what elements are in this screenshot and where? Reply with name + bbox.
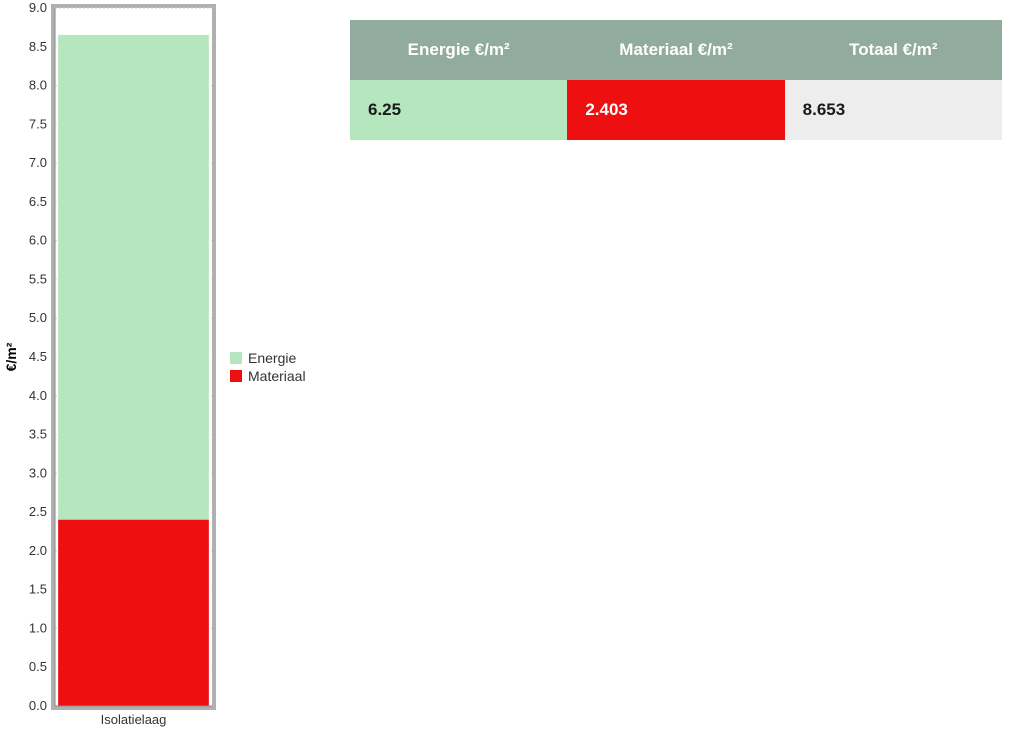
cell-totaal: 8.653 (785, 80, 1002, 140)
svg-text:9.0: 9.0 (29, 0, 47, 15)
chart-legend: Energie Materiaal (220, 0, 350, 736)
legend-swatch-energie (230, 352, 242, 364)
cell-materiaal: 2.403 (567, 80, 784, 140)
svg-text:7.0: 7.0 (29, 155, 47, 170)
table-row: 6.25 2.403 8.653 (350, 80, 1002, 140)
cost-table: Energie €/m² Materiaal €/m² Totaal €/m² … (350, 0, 1012, 736)
svg-text:1.5: 1.5 (29, 582, 47, 597)
svg-text:Isolatielaag: Isolatielaag (101, 712, 167, 727)
svg-text:6.5: 6.5 (29, 194, 47, 209)
svg-text:0.0: 0.0 (29, 698, 47, 713)
legend-label: Energie (248, 350, 296, 366)
svg-text:5.0: 5.0 (29, 310, 47, 325)
legend-item: Materiaal (230, 368, 350, 384)
legend-item: Energie (230, 350, 350, 366)
cost-table-element: Energie €/m² Materiaal €/m² Totaal €/m² … (350, 20, 1002, 140)
cost-chart: 0.0 0.5 1.0 1.5 2.0 2.5 3.0 3.5 4.0 4.5 5.0 5.5 6.0 6… (0, 0, 220, 736)
svg-text:0.5: 0.5 (29, 659, 47, 674)
cell-energie: 6.25 (350, 80, 567, 140)
col-energie: Energie €/m² (350, 20, 567, 80)
svg-text:3.5: 3.5 (29, 427, 47, 442)
table-header-row: Energie €/m² Materiaal €/m² Totaal €/m² (350, 20, 1002, 80)
legend-swatch-materiaal (230, 370, 242, 382)
svg-text:8.0: 8.0 (29, 78, 47, 93)
svg-text:1.0: 1.0 (29, 620, 47, 635)
svg-text:6.0: 6.0 (29, 233, 47, 248)
svg-text:€/m²: €/m² (3, 342, 19, 371)
svg-text:7.5: 7.5 (29, 116, 47, 131)
col-totaal: Totaal €/m² (785, 20, 1002, 80)
svg-text:3.0: 3.0 (29, 465, 47, 480)
svg-text:2.5: 2.5 (29, 504, 47, 519)
col-materiaal: Materiaal €/m² (567, 20, 784, 80)
svg-text:4.5: 4.5 (29, 349, 47, 364)
cost-chart-svg: 0.0 0.5 1.0 1.5 2.0 2.5 3.0 3.5 4.0 4.5 5.0 5.5 6.0 6… (0, 0, 220, 736)
svg-text:8.5: 8.5 (29, 39, 47, 54)
svg-text:4.0: 4.0 (29, 388, 47, 403)
svg-text:2.0: 2.0 (29, 543, 47, 558)
svg-text:5.5: 5.5 (29, 271, 47, 286)
legend-label: Materiaal (248, 368, 306, 384)
